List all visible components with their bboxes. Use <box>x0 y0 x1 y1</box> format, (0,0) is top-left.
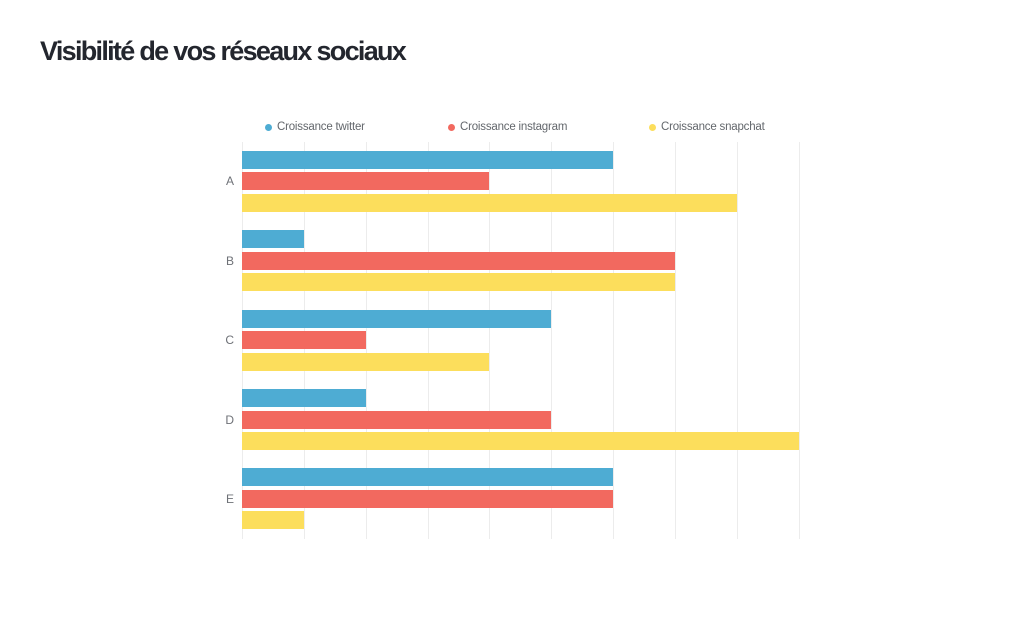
bar-A-instagram[interactable] <box>242 172 490 191</box>
gridline-x-5 <box>551 141 553 539</box>
gridline-x-2 <box>365 141 367 539</box>
bar-C-instagram[interactable] <box>242 331 366 350</box>
gridline-x-3 <box>427 141 429 539</box>
bar-E-twitter[interactable] <box>242 468 614 487</box>
gridline-x-6 <box>613 141 615 539</box>
category-label-D: D <box>225 412 234 427</box>
bar-C-snapchat[interactable] <box>242 352 490 371</box>
bar-D-snapchat[interactable] <box>242 432 799 451</box>
page-title: Visibilité de vos réseaux sociaux <box>40 36 407 66</box>
category-label-A: A <box>225 174 234 189</box>
gridline-x-9 <box>798 141 800 539</box>
category-label-E: E <box>225 491 234 506</box>
bar-B-twitter[interactable] <box>242 230 304 249</box>
bar-A-twitter[interactable] <box>242 150 614 169</box>
bar-D-twitter[interactable] <box>242 389 366 408</box>
gridline-x-7 <box>675 141 677 539</box>
gridline-x-4 <box>489 141 491 539</box>
bar-E-snapchat[interactable] <box>242 511 304 530</box>
legend-dot-snapchat <box>649 124 656 131</box>
legend-item-twitter[interactable]: Croissance twitter <box>265 120 365 135</box>
legend-label: Croissance instagram <box>460 121 568 133</box>
legend-dot-instagram <box>448 124 455 131</box>
bar-B-instagram[interactable] <box>242 251 676 270</box>
category-label-B: B <box>225 253 234 268</box>
bar-D-instagram[interactable] <box>242 410 552 429</box>
bar-A-snapchat[interactable] <box>242 193 737 212</box>
legend-dot-twitter <box>265 124 272 131</box>
legend-item-snapchat[interactable]: Croissance snapchat <box>649 120 765 135</box>
bar-E-instagram[interactable] <box>242 489 614 508</box>
legend-label: Croissance twitter <box>277 121 365 133</box>
category-label-C: C <box>225 333 234 348</box>
legend-label: Croissance snapchat <box>661 121 765 133</box>
bar-B-snapchat[interactable] <box>242 273 676 292</box>
legend-item-instagram[interactable]: Croissance instagram <box>448 120 567 135</box>
gridline-x-8 <box>736 141 738 539</box>
bar-C-twitter[interactable] <box>242 309 552 328</box>
